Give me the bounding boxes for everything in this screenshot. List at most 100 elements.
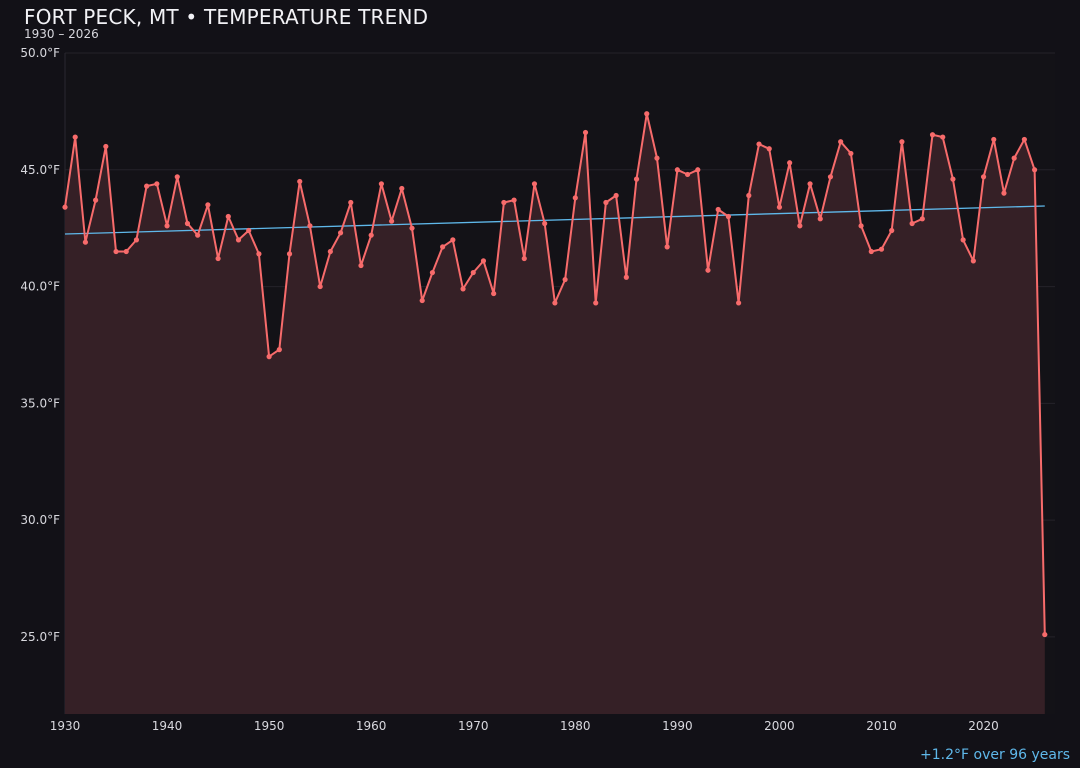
data-point-2008 [858,223,864,229]
data-point-1959 [358,262,364,269]
x-axis-ticks: 1930 1940 1950 1960 1970 1980 1990 2000 2010 2020 [50,719,999,733]
data-point-2009 [868,248,874,255]
data-point-1945 [215,255,221,262]
data-point-1973 [501,199,507,206]
data-point-1965 [419,297,425,304]
trend-annotation: +1.2°F over 96 years [920,747,1070,763]
data-point-1985 [623,274,629,280]
data-point-1999 [766,146,772,152]
trend-line [64,205,1045,235]
data-point-1996 [736,300,742,306]
data-point-1962 [388,218,395,224]
area-fill [65,113,1045,714]
data-point-1956 [327,248,333,255]
data-point-1972 [491,290,497,297]
y-axis-ticks: 25.0°F 30.0°F 35.0°F 40.0°F 45.0°F 50.0°F [20,46,60,644]
y-tick-label: 30.0°F [20,513,60,527]
data-point-1993 [705,267,711,273]
data-point-1950 [266,354,272,360]
data-point-1954 [307,223,313,229]
data-point-1992 [695,167,701,173]
data-point-1977 [542,220,548,227]
data-point-1938 [144,183,150,189]
data-point-1967 [440,244,446,250]
data-point-2024 [1021,136,1027,143]
data-point-1936 [123,248,129,255]
y-tick-label: 35.0°F [20,396,60,410]
data-point-1943 [195,232,201,238]
data-point-1952 [286,251,293,257]
data-point-1975 [521,255,527,262]
data-point-1946 [225,213,231,220]
data-point-1930 [62,204,68,210]
data-point-1989 [664,244,670,250]
data-point-2015 [929,132,936,138]
data-point-1935 [113,248,119,255]
x-tick-label: 2020 [968,719,999,733]
data-point-2026 [1042,631,1048,638]
data-point-2013 [909,220,915,227]
x-tick-label: 1990 [662,719,693,733]
data-point-1995 [725,213,732,220]
data-point-1968 [450,237,456,243]
data-point-1997 [746,192,752,199]
data-point-2003 [807,181,813,187]
data-point-1948 [246,227,252,234]
data-point-1951 [276,347,282,353]
data-point-1931 [72,134,78,140]
x-tick-label: 2010 [866,719,897,733]
data-point-1957 [337,230,344,236]
data-point-1932 [82,239,89,245]
data-point-1984 [613,192,619,199]
data-point-1983 [603,199,609,206]
data-point-2021 [991,136,997,143]
y-tick-label: 40.0°F [20,280,60,294]
chart-title: FORT PECK, MT • TEMPERATURE TREND [24,5,429,29]
data-point-2005 [827,174,834,180]
data-point-2001 [787,160,793,166]
data-point-1969 [460,286,466,292]
data-point-2017 [950,176,956,182]
x-tick-label: 2000 [764,719,795,733]
data-point-1934 [103,143,109,150]
data-point-2025 [1031,167,1038,173]
data-point-2007 [848,150,854,157]
data-point-1958 [348,199,354,206]
data-point-1941 [174,174,180,180]
x-tick-label: 1930 [50,719,81,733]
y-tick-label: 45.0°F [20,163,60,177]
data-point-1991 [684,171,691,178]
data-point-1953 [297,178,303,185]
data-point-1937 [133,237,140,243]
data-point-2006 [838,139,844,145]
data-point-1940 [164,223,170,229]
x-tick-label: 1960 [356,719,387,733]
data-point-2022 [1001,190,1007,196]
x-tick-label: 1950 [254,719,285,733]
data-point-1978 [552,300,558,306]
data-point-2012 [899,139,905,145]
data-point-2023 [1011,155,1017,161]
data-point-1979 [562,276,568,283]
data-point-1939 [154,181,160,187]
data-point-2020 [980,174,987,180]
data-point-1976 [531,181,538,187]
data-point-1961 [378,181,384,187]
data-point-1955 [317,283,323,290]
data-point-1960 [368,232,374,238]
data-point-1974 [511,197,517,203]
data-point-1981 [582,129,589,136]
data-point-1980 [572,195,578,201]
data-point-1966 [429,269,436,276]
data-point-1994 [715,206,721,213]
data-point-1942 [184,220,191,227]
data-point-1947 [235,237,242,243]
y-tick-label: 25.0°F [20,630,60,644]
y-tick-label: 50.0°F [20,46,60,60]
data-point-1986 [633,176,640,182]
data-point-1964 [409,225,415,231]
data-point-2019 [970,258,976,264]
x-tick-label: 1940 [152,719,183,733]
data-points [62,111,1048,638]
data-point-1963 [399,185,405,192]
